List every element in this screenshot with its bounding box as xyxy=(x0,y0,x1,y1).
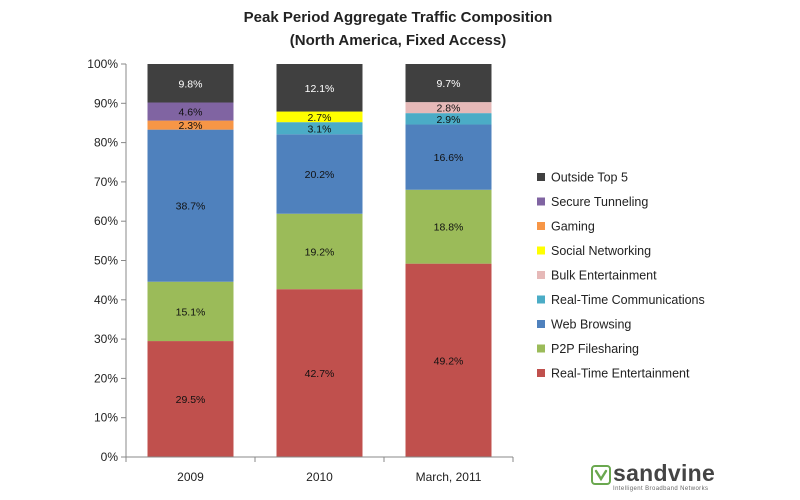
data-label: 16.6% xyxy=(434,152,464,164)
bar-segment xyxy=(405,113,492,125)
bar-segment xyxy=(405,102,492,114)
legend-swatch xyxy=(537,344,545,353)
legend-label: Real-Time Communications xyxy=(551,293,705,307)
y-tick-label: 20% xyxy=(94,371,118,385)
bar-segment xyxy=(276,134,363,214)
sandvine-mark-icon xyxy=(591,465,611,485)
legend-swatch xyxy=(537,222,545,230)
bar-segment xyxy=(276,122,363,135)
bar-segment xyxy=(147,120,234,130)
x-axis: 2009 2010 March, 2011 xyxy=(125,456,514,484)
y-tick-label: 60% xyxy=(94,214,118,228)
data-label: 3.1% xyxy=(308,123,332,135)
bar-segment xyxy=(405,189,492,264)
legend-label: Social Networking xyxy=(551,244,651,258)
data-label: 2.3% xyxy=(179,120,203,132)
bar-segment xyxy=(405,263,492,457)
legend-swatch xyxy=(537,320,545,328)
data-label: 2.7% xyxy=(308,112,332,124)
legend-label: Bulk Entertainment xyxy=(551,269,657,283)
sandvine-logo: sandvine Intelligent Broadband Networks xyxy=(591,460,791,498)
legend-label: Outside Top 5 xyxy=(551,171,628,185)
data-label: 2.8% xyxy=(437,103,461,115)
data-label: 19.2% xyxy=(305,246,335,258)
data-label: 15.1% xyxy=(176,306,206,318)
y-tick-label: 30% xyxy=(94,332,118,346)
legend-swatch xyxy=(537,173,545,181)
bar-segment xyxy=(147,102,234,121)
y-tick-label: 70% xyxy=(94,175,118,189)
logo-tagline: Intelligent Broadband Networks xyxy=(613,486,709,492)
y-axis: 0% 10% 20% 30% 40% 50% 60% 70% 80% 90% 100% xyxy=(87,57,127,464)
bar-segment xyxy=(147,129,234,282)
legend-swatch xyxy=(537,369,545,377)
data-label: 2.9% xyxy=(437,114,461,126)
bar-segment xyxy=(276,111,363,123)
legend-label: P2P Filesharing xyxy=(551,342,639,356)
legend-label: Secure Tunneling xyxy=(551,195,648,209)
chart-subtitle: (North America, Fixed Access) xyxy=(290,32,506,49)
data-label: 18.8% xyxy=(434,222,464,234)
x-tick-label: 2009 xyxy=(177,470,204,484)
bar-segment xyxy=(276,64,363,112)
data-label: 9.8% xyxy=(179,78,203,90)
y-tick-label: 40% xyxy=(94,293,118,307)
legend: Outside Top 5 Secure Tunneling Gaming Socia… xyxy=(537,171,705,381)
chart-title: Peak Period Aggregate Traffic Compositio… xyxy=(244,9,553,26)
bar-segment xyxy=(147,281,234,342)
bar-segment xyxy=(147,64,234,103)
bar-segment xyxy=(405,124,492,190)
data-label: 42.7% xyxy=(305,368,335,380)
bar-segment xyxy=(405,64,492,103)
legend-swatch xyxy=(537,295,545,304)
bar-segment xyxy=(276,213,363,290)
data-label: 29.5% xyxy=(176,394,206,406)
legend-swatch xyxy=(537,197,545,206)
legend-label: Gaming xyxy=(551,220,595,234)
y-tick-label: 100% xyxy=(87,57,118,71)
data-label: 38.7% xyxy=(176,201,206,213)
y-tick-label: 0% xyxy=(101,450,119,464)
legend-swatch xyxy=(537,246,545,255)
y-tick-label: 10% xyxy=(94,411,118,425)
logo-wordmark: sandvine xyxy=(613,460,716,486)
data-label: 20.2% xyxy=(305,169,335,181)
x-tick-label: March, 2011 xyxy=(416,470,482,484)
bars: 29.5% 15.1% 38.7% 2.3%4.6% 9.8% 42.7% 19.2% 20.… xyxy=(147,64,492,457)
data-label: 12.1% xyxy=(305,83,335,95)
bar-segment xyxy=(147,341,234,457)
y-tick-label: 80% xyxy=(94,136,118,150)
data-label: 49.2% xyxy=(434,355,464,367)
legend-swatch xyxy=(537,271,545,279)
x-tick-label: 2010 xyxy=(306,470,333,484)
y-tick-label: 90% xyxy=(94,96,118,110)
data-label: 4.6% xyxy=(179,107,203,119)
bar-segment xyxy=(276,289,363,457)
data-label: 9.7% xyxy=(437,78,461,90)
legend-label: Web Browsing xyxy=(551,318,631,332)
y-tick-label: 50% xyxy=(94,254,118,268)
legend-label: Real-Time Entertainment xyxy=(551,367,690,381)
